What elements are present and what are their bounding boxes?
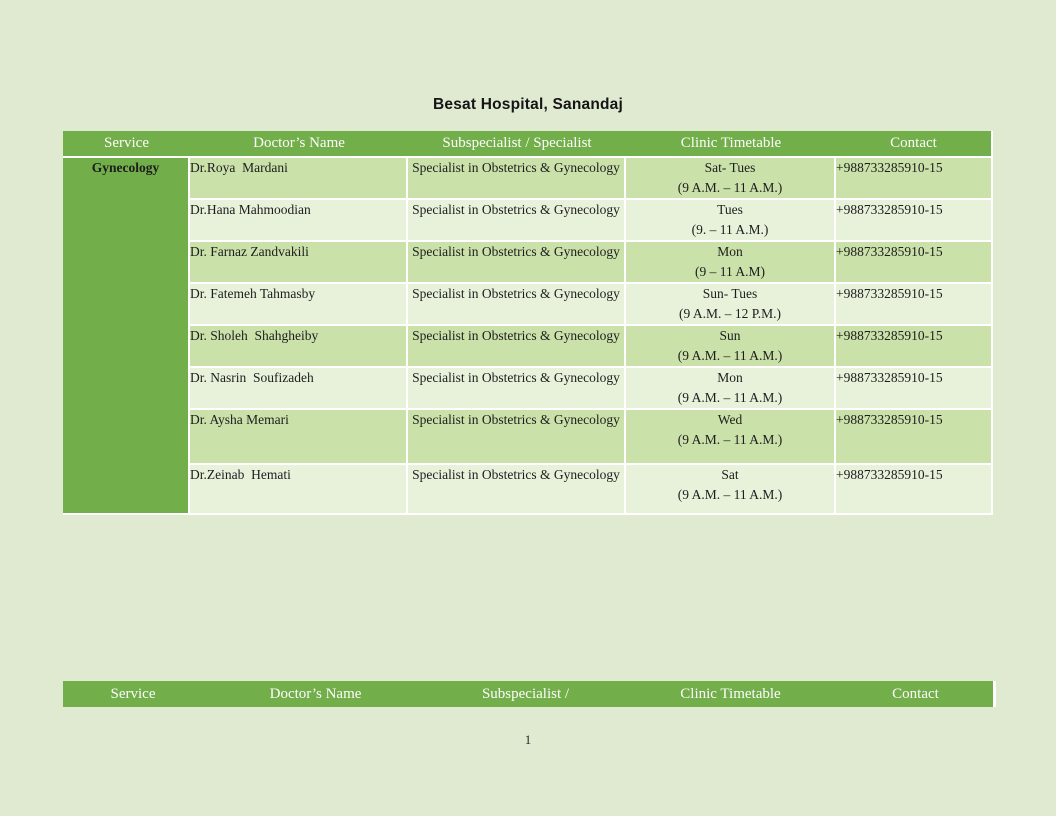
table-row: Dr. Farnaz Zandvakili Specialist in Obst… [63, 242, 993, 284]
timetable-cell: Wed (9 A.M. – 11 A.M.) [626, 410, 836, 465]
timetable-hours: (9 A.M. – 11 A.M.) [677, 390, 783, 405]
timetable-cell: Mon (9 – 11 A.M) [626, 242, 836, 284]
timetable-days: Sat [721, 467, 739, 482]
specialty-cell: Specialist in Obstetrics & Gynecology [408, 368, 626, 410]
table-header-row: Service Doctor’s Name Subspecialist / Sp… [63, 131, 993, 158]
timetable-cell: Tues (9. – 11 A.M.) [626, 200, 836, 242]
specialty-cell: Specialist in Obstetrics & Gynecology [408, 410, 626, 465]
table-row: Dr.Hana Mahmoodian Specialist in Obstetr… [63, 200, 993, 242]
timetable-days: Sat- Tues [704, 160, 756, 175]
contact-cell: +988733285910-15 [836, 284, 993, 326]
footer-column-header-clinic-timetable: Clinic Timetable [680, 686, 781, 702]
contact-cell: +988733285910-15 [836, 158, 993, 200]
doctor-name-cell: Dr.Roya Mardani [190, 158, 408, 200]
doctor-name-cell: Dr. Nasrin Soufizadeh [190, 368, 408, 410]
contact-cell: +988733285910-15 [836, 242, 993, 284]
column-header-doctor-name: Doctor’s Name [190, 131, 408, 158]
doctor-name-cell: Dr. Sholeh Shahgheiby [190, 326, 408, 368]
specialty-cell: Specialist in Obstetrics & Gynecology [408, 284, 626, 326]
timetable-cell: Sat- Tues (9 A.M. – 11 A.M.) [626, 158, 836, 200]
timetable-days: Wed [717, 412, 743, 427]
specialty-cell: Specialist in Obstetrics & Gynecology [408, 158, 626, 200]
timetable-hours: (9 A.M. – 11 A.M.) [677, 180, 783, 195]
table-row: Dr. Fatemeh Tahmasby Specialist in Obste… [63, 284, 993, 326]
footer-column-header-subspecialist: Subspecialist / [481, 686, 570, 702]
table-row: Dr. Nasrin Soufizadeh Specialist in Obst… [63, 368, 993, 410]
footer-column-header-doctor-name: Doctor’s Name [269, 686, 362, 702]
doctor-name-cell: Dr.Zeinab Hemati [190, 465, 408, 515]
next-page-table-header-row: Service Doctor’s Name Subspecialist / Cl… [63, 681, 996, 707]
timetable-hours: (9 A.M. – 12 P.M.) [678, 306, 781, 321]
timetable-hours: (9 – 11 A.M) [695, 264, 765, 279]
timetable-hours: (9 A.M. – 11 A.M.) [677, 487, 783, 502]
timetable-cell: Sat (9 A.M. – 11 A.M.) [626, 465, 836, 515]
doctor-name-cell: Dr.Hana Mahmoodian [190, 200, 408, 242]
column-header-service: Service [63, 131, 190, 158]
timetable-hours: (9. – 11 A.M.) [691, 222, 769, 237]
specialty-cell: Specialist in Obstetrics & Gynecology [408, 200, 626, 242]
page-number: 1 [524, 733, 532, 747]
timetable-cell: Sun- Tues (9 A.M. – 12 P.M.) [626, 284, 836, 326]
contact-cell: +988733285910-15 [836, 200, 993, 242]
timetable-days: Mon [717, 244, 743, 259]
doctor-name-cell: Dr. Fatemeh Tahmasby [190, 284, 408, 326]
specialty-cell: Specialist in Obstetrics & Gynecology [408, 242, 626, 284]
contact-cell: +988733285910-15 [836, 368, 993, 410]
timetable-hours: (9 A.M. – 11 A.M.) [677, 348, 783, 363]
footer-column-header-contact: Contact [892, 686, 939, 702]
timetable-days: Mon [717, 370, 743, 385]
contact-cell: +988733285910-15 [836, 410, 993, 465]
contact-cell: +988733285910-15 [836, 326, 993, 368]
footer-column-header-service: Service [110, 686, 156, 702]
table-row: Dr.Zeinab Hemati Specialist in Obstetric… [63, 465, 993, 515]
timetable-cell: Mon (9 A.M. – 11 A.M.) [626, 368, 836, 410]
doctor-name-cell: Dr. Farnaz Zandvakili [190, 242, 408, 284]
timetable-days: Sun- Tues [702, 286, 758, 301]
specialty-cell: Specialist in Obstetrics & Gynecology [408, 326, 626, 368]
contact-cell: +988733285910-15 [836, 465, 993, 515]
column-header-subspecialist: Subspecialist / Specialist [408, 131, 626, 158]
table-row: Dr. Aysha Memari Specialist in Obstetric… [63, 410, 993, 465]
specialty-cell: Specialist in Obstetrics & Gynecology [408, 465, 626, 515]
doctors-schedule-table: Service Doctor’s Name Subspecialist / Sp… [63, 131, 993, 515]
timetable-days: Tues [717, 202, 743, 217]
timetable-cell: Sun (9 A.M. – 11 A.M.) [626, 326, 836, 368]
timetable-days: Sun [719, 328, 741, 343]
table-row: Dr. Sholeh Shahgheiby Specialist in Obst… [63, 326, 993, 368]
service-cell: Gynecology [63, 158, 190, 515]
timetable-hours: (9 A.M. – 11 A.M.) [677, 432, 783, 447]
document-title: Besat Hospital, Sanandaj [433, 96, 623, 113]
column-header-contact: Contact [836, 131, 993, 158]
doctor-name-cell: Dr. Aysha Memari [190, 410, 408, 465]
table-row: Gynecology Dr.Roya Mardani Specialist in… [63, 158, 993, 515]
column-header-clinic-timetable: Clinic Timetable [626, 131, 836, 158]
